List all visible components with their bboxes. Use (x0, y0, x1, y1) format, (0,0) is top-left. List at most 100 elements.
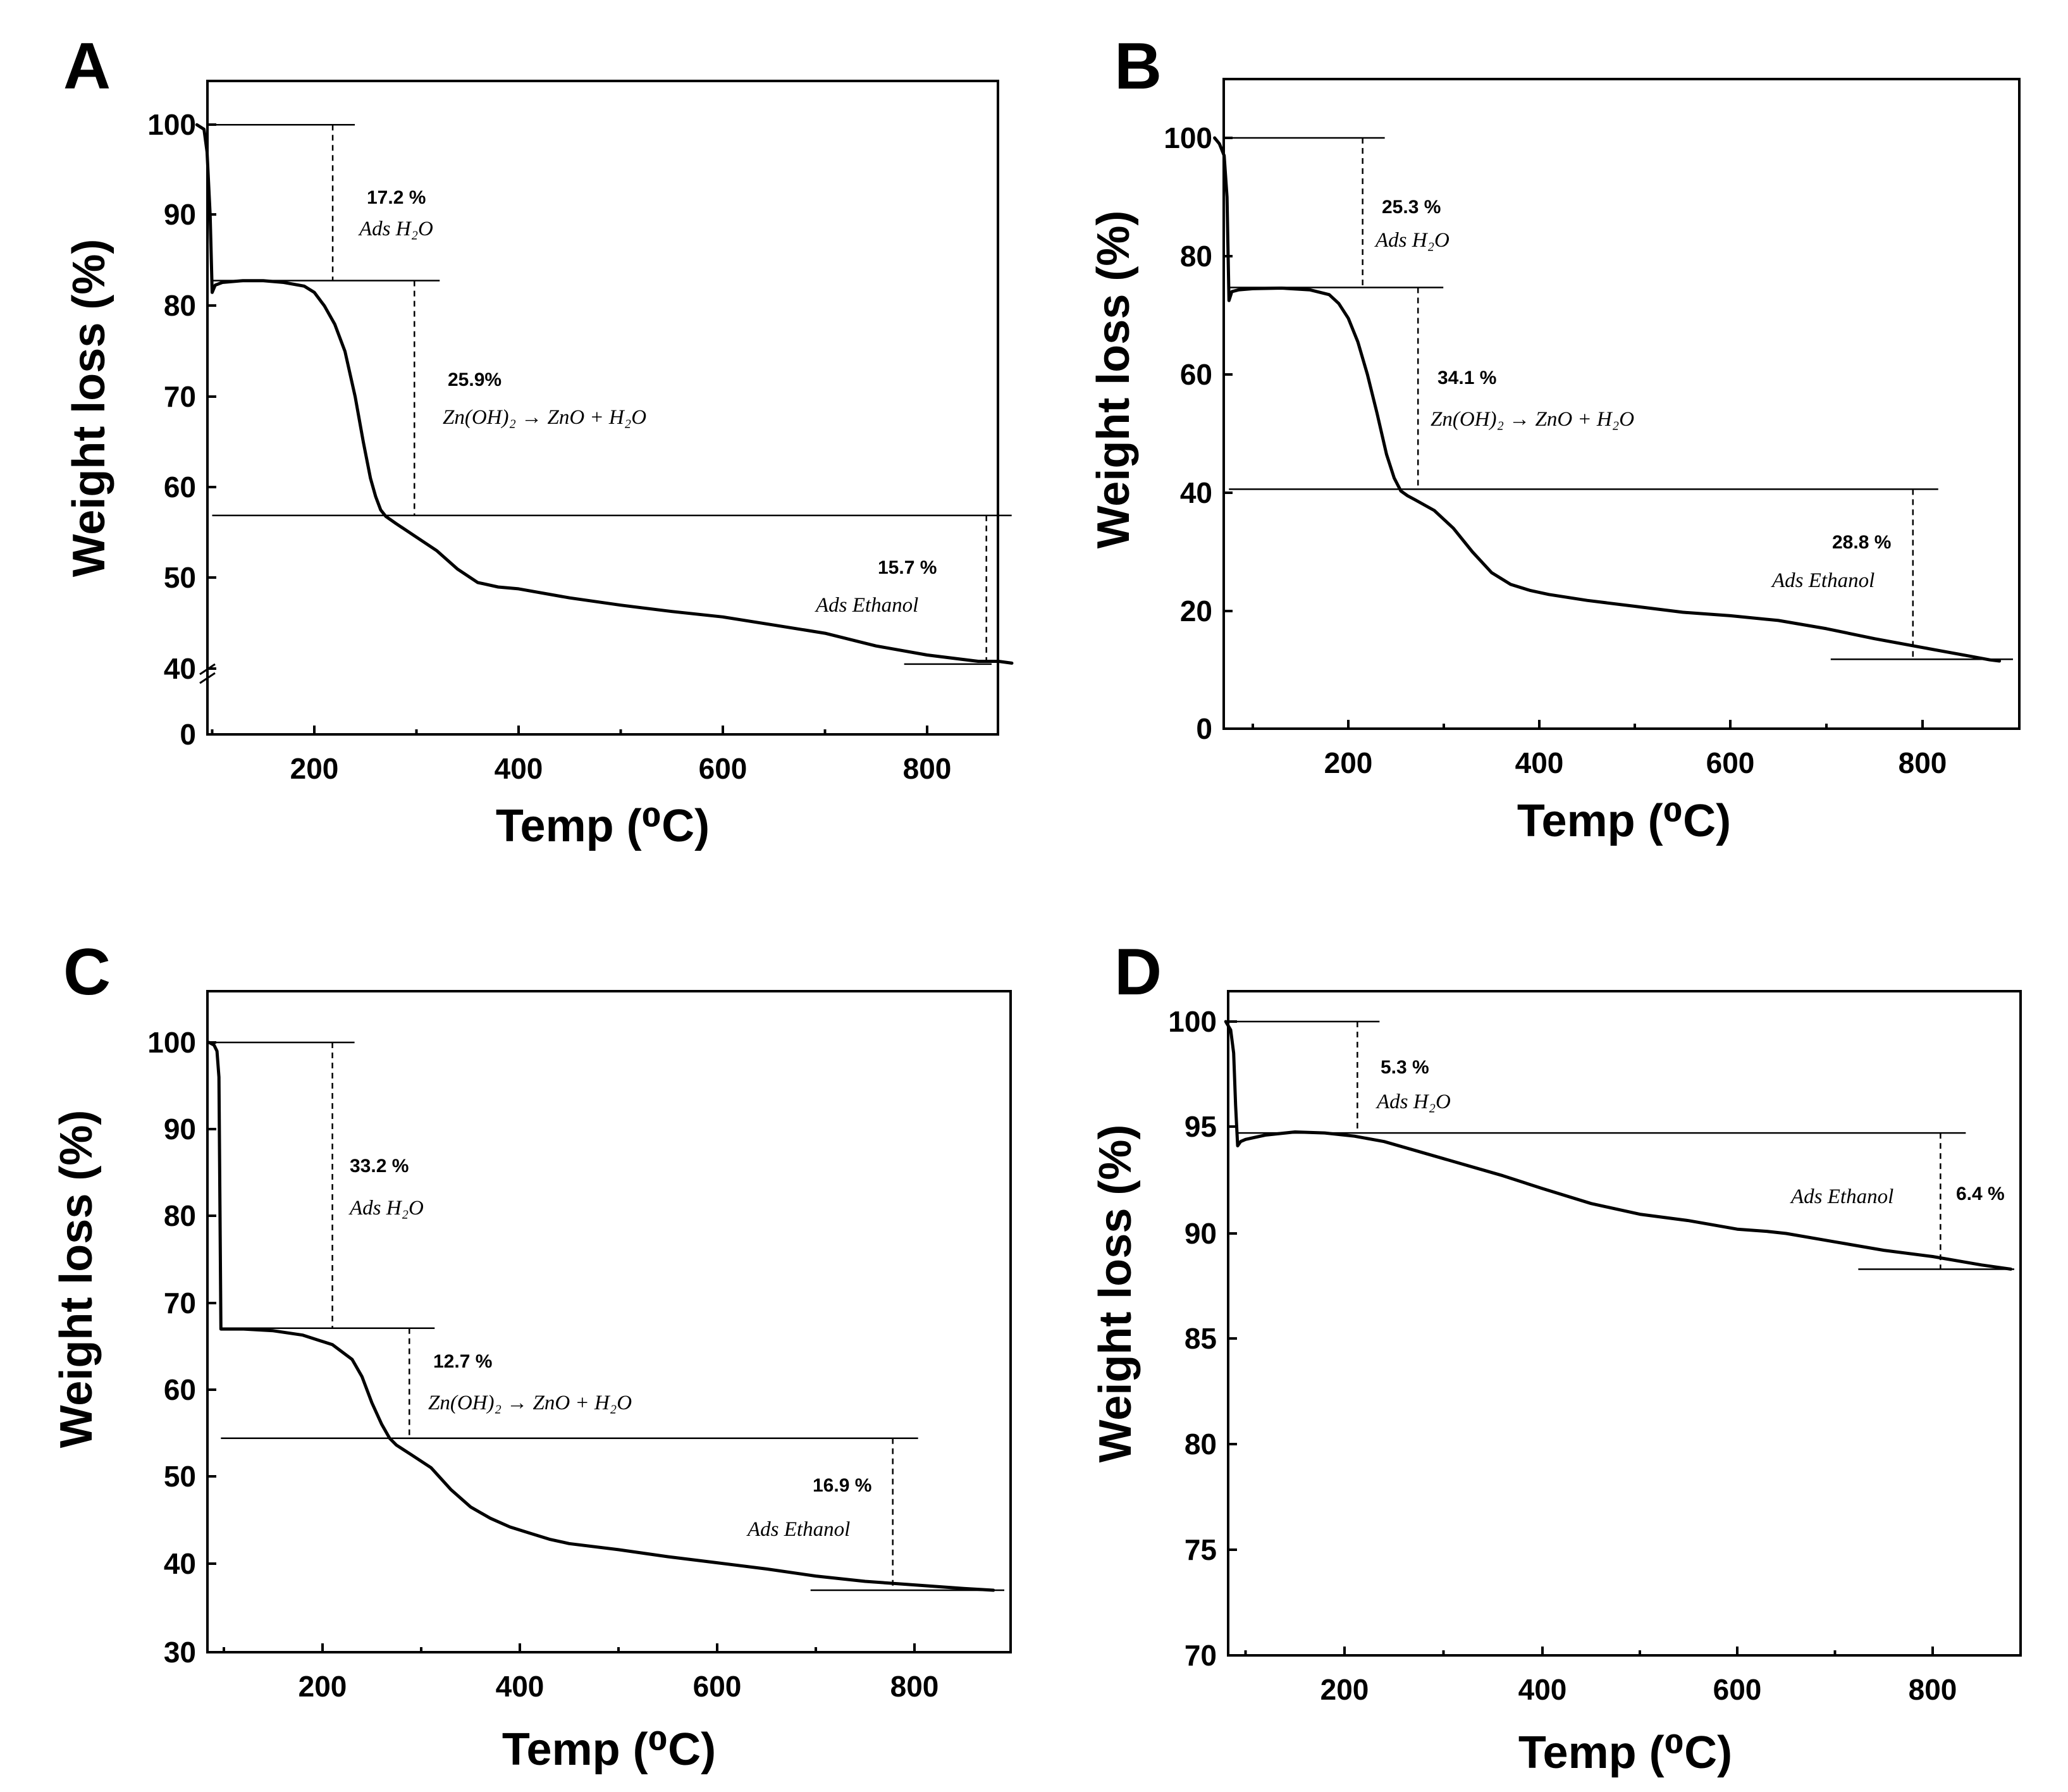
y-tick-label: 80 (164, 289, 196, 322)
y-tick-labels: 100 95 90 85 80 75 70 (1168, 1005, 1217, 1672)
annotation-percent: 17.2 % (367, 187, 426, 208)
annotation-percent: 5.3 % (1381, 1057, 1429, 1078)
x-tick-label: 600 (1706, 746, 1755, 779)
y-tick-label: 100 (1164, 121, 1212, 154)
y-tick-label: 50 (164, 561, 196, 594)
y-tick-label: 75 (1185, 1533, 1217, 1566)
panel-c: C 100 90 80 70 60 50 40 30 200 400 600 800 Weight … (51, 936, 1012, 1775)
y-axis-title: Weight loss (%) (1090, 1125, 1141, 1463)
y-tick-label: 100 (1168, 1005, 1217, 1038)
y-tick-label: 90 (164, 1113, 196, 1146)
ticks (1224, 137, 1924, 730)
x-axis-title: Temp (⁰C) (502, 1724, 716, 1775)
annotation-text: Ads Ethanol (746, 1518, 850, 1541)
y-tick-label: 90 (164, 198, 196, 231)
x-tick-label: 600 (1713, 1673, 1762, 1706)
annotation-percent: 16.9 % (813, 1475, 871, 1496)
x-axis-title-text: Temp (1518, 1727, 1637, 1778)
annotation-text: Zn(OH)₂ → ZnO + H₂O (428, 1392, 632, 1414)
annotation-percent: 25.9% (448, 369, 502, 390)
plot-frame (1227, 990, 2022, 1657)
panel-letter: C (63, 936, 111, 1009)
y-tick-label: 70 (164, 1287, 196, 1319)
x-axis-title-unit: (⁰C) (627, 801, 710, 851)
tga-curve (207, 1041, 995, 1592)
annotation-percent: 15.7 % (878, 557, 937, 578)
x-axis-title: Temp (⁰C) (1517, 796, 1731, 846)
x-axis-title-text: Temp (1517, 796, 1635, 846)
annotation-percent: 34.1 % (1437, 368, 1496, 388)
annotation-text: Ads Ethanol (1771, 569, 1874, 592)
annotation-percent: 6.4 % (1956, 1183, 2005, 1204)
y-tick-labels: 100 80 60 40 20 0 (1164, 121, 1212, 745)
annotation-text: Ads Ethanol (815, 594, 918, 617)
y-tick-label: 100 (147, 108, 196, 141)
annotation-lines (1228, 1020, 2014, 1270)
annotation-text: Ads H₂O (1376, 1091, 1451, 1113)
x-tick-label: 800 (903, 752, 952, 785)
x-tick-label: 800 (1909, 1673, 1957, 1706)
annotation-text: Zn(OH)₂ → ZnO + H₂O (443, 406, 646, 429)
y-tick-label: 60 (1180, 358, 1212, 391)
annotation-lines (207, 123, 1012, 665)
y-tick-label: 50 (164, 1460, 196, 1493)
ticks (1228, 1020, 1934, 1657)
x-axis-title: Temp (⁰C) (1518, 1727, 1732, 1778)
y-tick-labels: 100 90 80 70 60 50 40 30 (147, 1026, 196, 1669)
x-axis-title-text: Temp (502, 1724, 620, 1775)
panel-d: D 100 95 90 85 80 75 70 200 400 600 800 Weight lo… (1090, 936, 2022, 1778)
y-tick-label: 40 (164, 652, 196, 685)
x-tick-label: 200 (299, 1670, 347, 1703)
x-tick-label: 600 (699, 752, 748, 785)
x-tick-label: 800 (1899, 746, 1947, 779)
tga-curve (195, 123, 1014, 665)
x-tick-label: 200 (1320, 1673, 1369, 1706)
y-tick-label: 0 (180, 718, 196, 751)
y-axis-title: Weight loss (%) (51, 1110, 102, 1449)
x-tick-labels: 200 400 600 800 (290, 752, 952, 785)
x-axis-title-unit: (⁰C) (1649, 1727, 1732, 1778)
annotation-percent: 33.2 % (350, 1156, 409, 1177)
y-tick-label: 40 (164, 1547, 196, 1580)
y-tick-label: 60 (164, 471, 196, 504)
y-tick-label: 20 (1180, 595, 1212, 627)
annotation-percent: 28.8 % (1832, 532, 1891, 553)
x-tick-label: 400 (495, 752, 543, 785)
y-tick-label: 30 (164, 1636, 196, 1669)
y-tick-label: 70 (1185, 1639, 1217, 1672)
y-tick-label: 0 (1196, 712, 1212, 745)
annotation-lines (1224, 137, 2013, 660)
x-tick-label: 600 (693, 1670, 742, 1703)
plot-frame (1222, 78, 2021, 730)
tga-curve (1224, 1020, 2013, 1271)
y-tick-label: 95 (1185, 1110, 1217, 1143)
tga-curve (1213, 136, 2002, 663)
annotation-text: Ads H₂O (1374, 229, 1449, 252)
panel-letter: D (1114, 936, 1162, 1009)
annotation-lines (207, 1041, 1004, 1591)
ticks (207, 1041, 916, 1653)
x-tick-label: 200 (1324, 746, 1373, 779)
x-axis-title-unit: (⁰C) (633, 1724, 716, 1775)
y-tick-labels: 100 90 80 70 60 50 40 0 (147, 108, 196, 751)
x-tick-labels: 200 400 600 800 (1320, 1673, 1957, 1706)
y-tick-label: 70 (164, 380, 196, 413)
x-axis-title-text: Temp (496, 801, 614, 851)
annotation-text: Ads Ethanol (1790, 1185, 1893, 1208)
plot-frame (206, 990, 1012, 1653)
annotation-text: Ads H₂O (348, 1197, 424, 1220)
annotation-percent: 25.3 % (1382, 197, 1441, 218)
y-tick-label: 80 (1185, 1428, 1217, 1461)
plot-frame (206, 80, 999, 736)
y-tick-label: 85 (1185, 1322, 1217, 1355)
x-tick-labels: 200 400 600 800 (299, 1670, 939, 1703)
y-tick-label: 60 (164, 1373, 196, 1406)
x-tick-label: 400 (496, 1670, 545, 1703)
annotation-text: Zn(OH)₂ → ZnO + H₂O (1431, 408, 1634, 431)
x-tick-label: 800 (890, 1670, 939, 1703)
y-axis-title: Weight loss (%) (1088, 211, 1139, 549)
y-axis-title: Weight loss (%) (64, 239, 114, 578)
y-tick-label: 90 (1185, 1217, 1217, 1250)
